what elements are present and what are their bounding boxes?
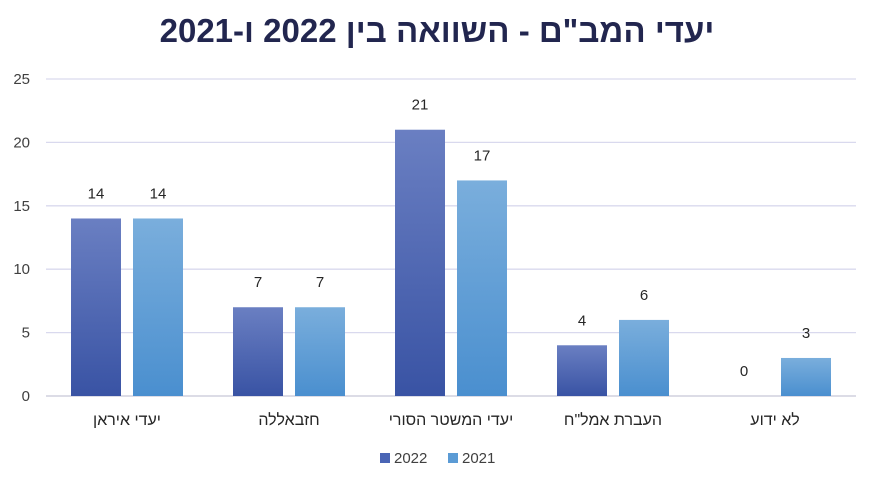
bar-2021 — [457, 180, 507, 396]
bar-2021 — [295, 307, 345, 396]
bar-2021 — [781, 357, 831, 396]
category-label: חזבאללה — [258, 411, 319, 429]
category-label: יעדי איראן — [93, 412, 161, 429]
chart-title: יעדי המב"ם - השוואה בין 2022 ו-2021 — [159, 12, 715, 49]
legend-swatch-2022 — [380, 453, 390, 463]
data-label: 4 — [578, 312, 586, 329]
data-label: 3 — [802, 325, 810, 342]
bar-2021 — [619, 319, 669, 396]
y-tick-label: 25 — [13, 71, 30, 88]
bar-2022 — [395, 129, 445, 396]
bar-2022 — [71, 218, 121, 396]
y-tick-label: 10 — [13, 261, 30, 278]
bar-2021 — [133, 218, 183, 396]
data-label: 0 — [740, 363, 748, 380]
data-label: 17 — [474, 147, 491, 164]
data-label: 14 — [150, 185, 167, 202]
data-label: 21 — [412, 97, 429, 114]
data-label: 14 — [88, 185, 105, 202]
y-tick-label: 0 — [22, 388, 30, 405]
category-label: יעדי המשטר הסורי — [389, 412, 514, 429]
y-tick-label: 5 — [22, 325, 30, 342]
bar-2022 — [233, 307, 283, 396]
data-label: 7 — [254, 274, 262, 291]
category-label: העברת אמל"ח — [564, 411, 662, 429]
y-tick-label: 15 — [13, 198, 30, 215]
data-label: 7 — [316, 274, 324, 291]
legend-label: 2021 — [462, 450, 495, 467]
legend-label: 2022 — [394, 450, 427, 467]
bar-2022 — [557, 345, 607, 396]
data-label: 6 — [640, 287, 648, 304]
y-tick-label: 20 — [13, 134, 30, 151]
legend-swatch-2021 — [448, 453, 458, 463]
category-label: לא ידוע — [750, 411, 799, 429]
